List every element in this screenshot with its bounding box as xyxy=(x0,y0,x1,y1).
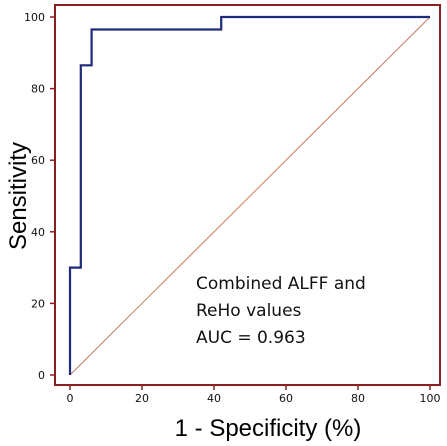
reference-diagonal xyxy=(69,16,431,376)
roc-curve xyxy=(68,15,430,375)
annotation-line-1: Combined ALFF and xyxy=(196,274,366,294)
y-tick-label: 80 xyxy=(31,83,45,96)
x-tick-label: 40 xyxy=(207,392,221,405)
x-axis-ticks: 0 20 40 60 80 100 xyxy=(67,385,441,405)
y-axis-title: Sensitivity xyxy=(5,142,32,250)
x-axis-title: 1 - Specificity (%) xyxy=(175,415,362,442)
y-axis-ticks: 0 20 40 60 80 100 xyxy=(24,11,55,382)
x-tick-label: 0 xyxy=(67,392,74,405)
plot-layer xyxy=(68,15,431,376)
y-tick-label: 20 xyxy=(31,297,45,310)
y-tick-label: 0 xyxy=(38,369,45,382)
x-tick-label: 80 xyxy=(351,392,365,405)
x-tick-label: 20 xyxy=(135,392,149,405)
annotation-auc: AUC = 0.963 xyxy=(196,328,306,348)
annotation: Combined ALFF and ReHo values AUC = 0.96… xyxy=(196,274,366,348)
y-tick-label: 60 xyxy=(31,154,45,167)
annotation-line-2: ReHo values xyxy=(196,301,302,321)
x-tick-label: 60 xyxy=(279,392,293,405)
x-tick-label: 100 xyxy=(420,392,441,405)
plot-frame xyxy=(54,4,441,386)
y-tick-label: 40 xyxy=(31,226,45,239)
y-tick-label: 100 xyxy=(24,11,45,24)
